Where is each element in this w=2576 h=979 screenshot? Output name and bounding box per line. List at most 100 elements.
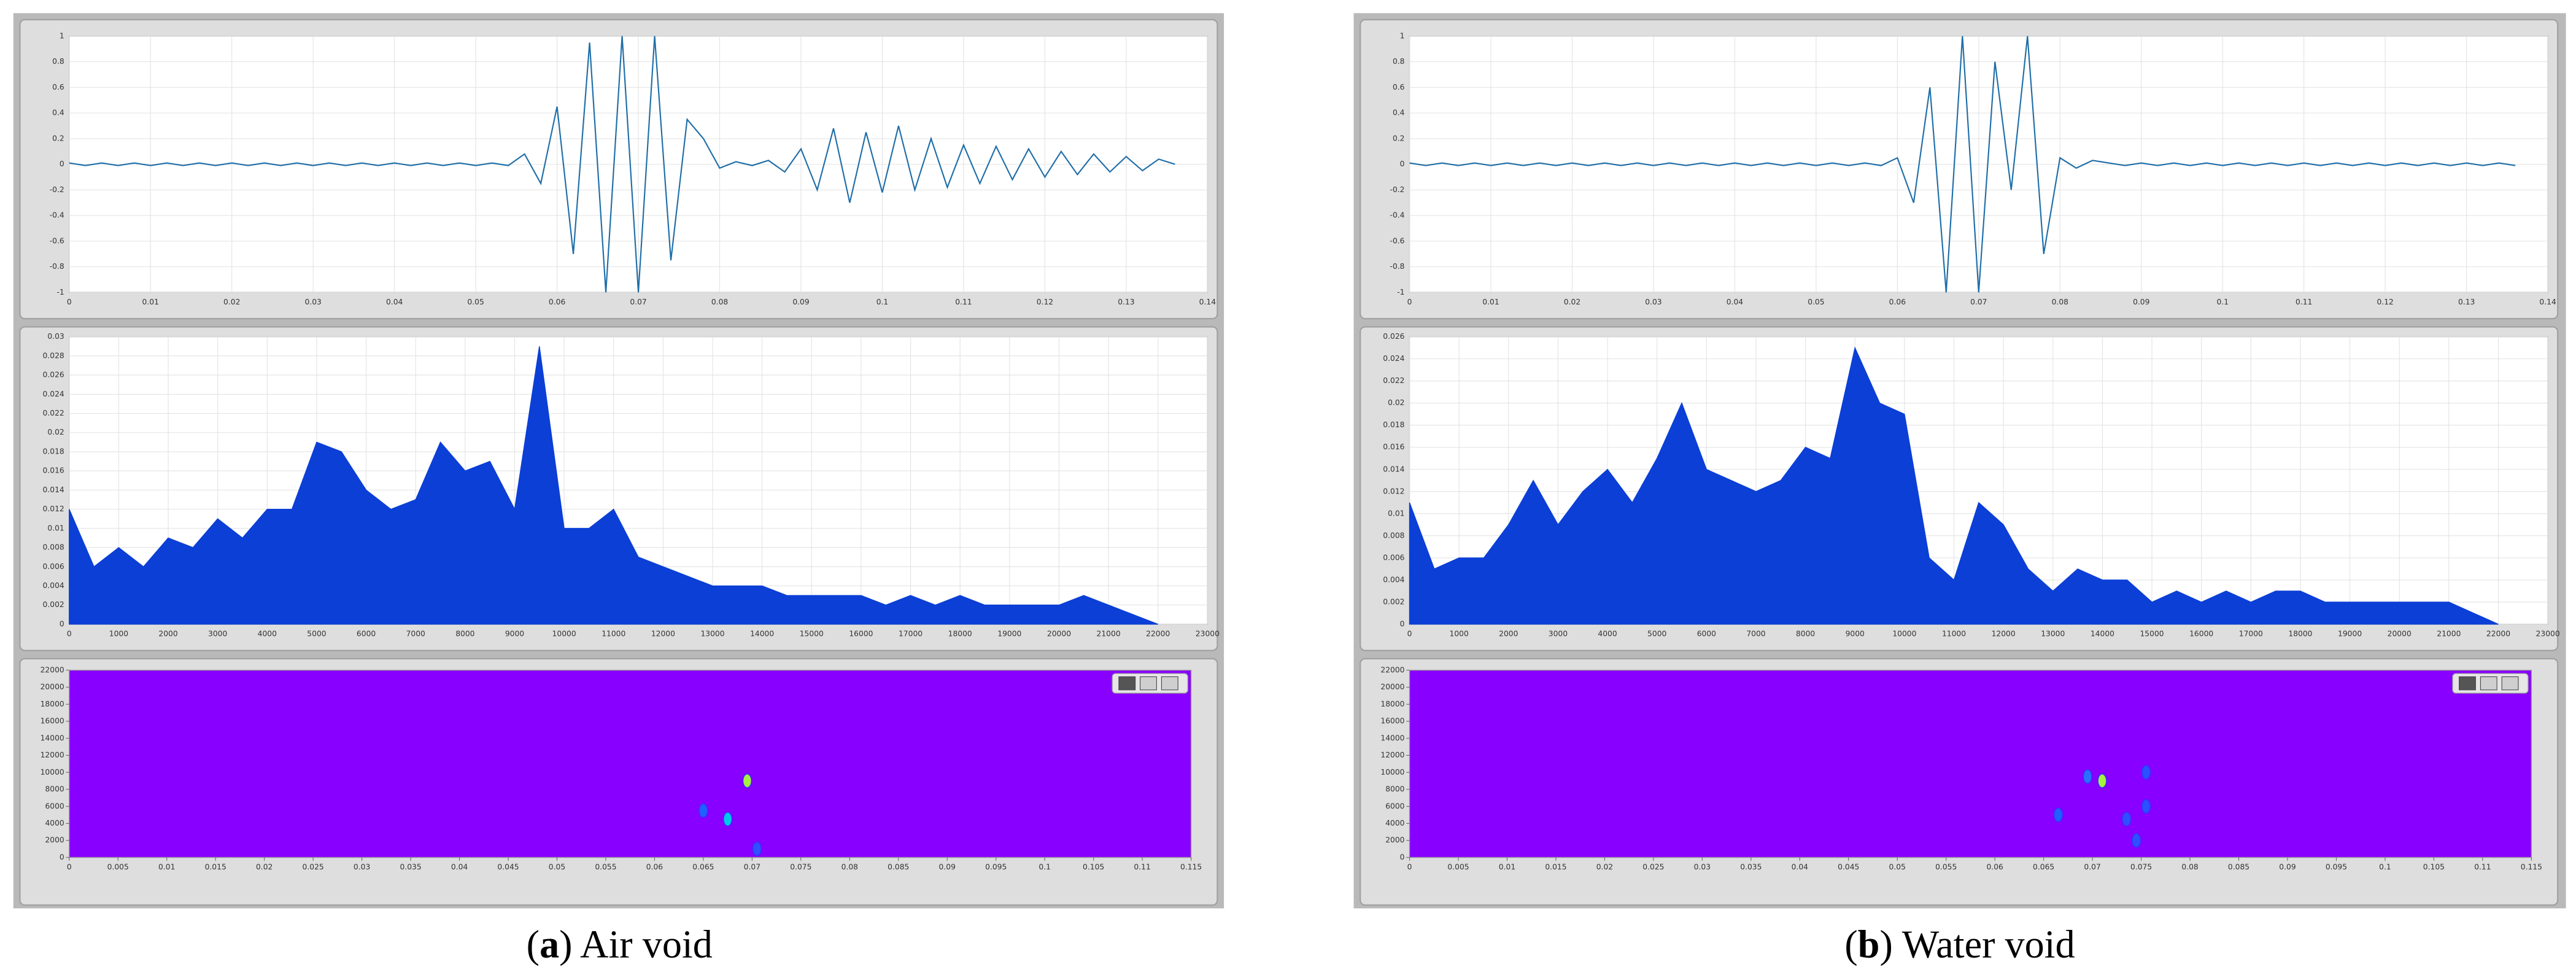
spectrum [1409, 346, 2499, 625]
x-tick-label: 0.1 [1039, 863, 1051, 872]
hotspot [2141, 799, 2151, 814]
x-tick-label: 0.07 [2084, 863, 2100, 872]
y-tick-label: 0.02 [47, 428, 64, 436]
x-tick-label: 6000 [357, 630, 376, 638]
y-tick-label: 0.014 [1383, 465, 1404, 473]
y-tick-label: 14000 [1380, 733, 1404, 742]
caption: (a) Air void [527, 923, 713, 966]
y-tick-label: 0.012 [43, 505, 64, 513]
x-tick-label: 0.095 [2326, 863, 2347, 872]
y-tick-label: -0.8 [50, 262, 64, 271]
panels: -1 -0.8 -0.6 -0.4 -0.2 0 0.2 0.4 0.6 0.8 1 0 0.01 0.0… [19, 19, 2560, 906]
x-tick-label: 0.12 [1037, 298, 1053, 306]
x-tick-label: 20000 [1047, 630, 1071, 638]
y-tick-label: 0.022 [43, 409, 64, 417]
x-tick-label: 1000 [109, 630, 128, 638]
caption-letter: a [540, 923, 559, 966]
x-tick-label: 12000 [1992, 630, 2016, 638]
y-tick-label: -0.4 [50, 211, 64, 220]
x-tick-label: 0.06 [646, 863, 663, 872]
x-tick-label: 11000 [1942, 630, 1966, 638]
x-tick-label: 15000 [800, 630, 824, 638]
x-tick-label: 17000 [2239, 630, 2263, 638]
x-tick-label: 0.105 [1083, 863, 1104, 872]
x-tick-label: 1000 [1450, 630, 1469, 638]
x-tick-label: 9000 [1846, 630, 1865, 638]
y-tick-label: 4000 [45, 819, 64, 827]
x-tick-label: 17000 [899, 630, 922, 638]
y-tick-label: 22000 [1380, 665, 1404, 674]
x-tick-label: 0.09 [2279, 863, 2296, 872]
x-tick-label: 4000 [1598, 630, 1617, 638]
waveform [69, 36, 1175, 293]
x-tick-label: 0.03 [304, 298, 321, 306]
y-tick-label: -1 [1397, 288, 1404, 296]
y-tick-label: -0.8 [1390, 262, 1405, 271]
y-tick-label: 0.018 [43, 447, 64, 455]
x-tick-label: 0.025 [1642, 863, 1664, 872]
x-tick-label: 0.04 [451, 863, 468, 872]
x-tick-label: 0.11 [955, 298, 972, 306]
hotspot [722, 811, 733, 827]
caption-letter: b [1858, 923, 1880, 966]
y-tick-label: 0.02 [1388, 398, 1404, 407]
x-tick-label: 6000 [1697, 630, 1716, 638]
x-tick-label: 0.05 [1808, 298, 1824, 306]
x-tick-label: 0.14 [1199, 298, 1216, 306]
x-tick-label: 0.03 [1645, 298, 1661, 306]
y-tick-label: 0 [60, 619, 64, 628]
y-tick-label: 0.008 [1383, 531, 1404, 540]
x-tick-label: 0.015 [1545, 863, 1566, 872]
toolbar-icon [1118, 676, 1136, 691]
y-tick-label: 0.018 [1383, 420, 1404, 429]
hotspot [2141, 765, 2151, 780]
y-tick-label: 0.2 [1393, 134, 1405, 142]
x-tick-label: 0.08 [2052, 298, 2068, 306]
toolbar-icon [1161, 676, 1178, 691]
y-tick-label: 0 [60, 160, 64, 168]
hotspot [2083, 769, 2092, 784]
y-tick-label: 0.8 [52, 57, 64, 66]
y-tick-label: 0.4 [1393, 109, 1405, 117]
plot-area [1409, 670, 2532, 858]
x-tick-label: 21000 [2437, 630, 2461, 638]
x-tick-label: 0.01 [1482, 298, 1499, 306]
x-tick-label: 0.13 [1118, 298, 1134, 306]
y-tick-label: 0.026 [43, 371, 64, 379]
x-tick-label: 0.095 [985, 863, 1007, 872]
x-tick-label: 4000 [258, 630, 277, 638]
hotspot [752, 842, 762, 857]
hotspot [2053, 807, 2064, 822]
x-tick-label: 0.09 [939, 863, 956, 872]
x-tick-label: 0.115 [2521, 863, 2542, 872]
x-tick-label: 20000 [2388, 630, 2412, 638]
x-tick-label: 11000 [601, 630, 625, 638]
x-tick-label: 19000 [997, 630, 1021, 638]
y-tick-label: -0.2 [50, 185, 64, 194]
x-tick-label: 2000 [158, 630, 177, 638]
y-tick-label: 0.2 [52, 134, 64, 142]
y-tick-label: 6000 [45, 802, 64, 810]
x-tick-label: 0.07 [1970, 298, 1987, 306]
y-tick-label: 0.022 [1383, 376, 1404, 385]
y-tick-label: 0.012 [1383, 487, 1404, 495]
x-tick-label: 0.04 [1792, 863, 1809, 872]
y-tick-label: -0.6 [50, 236, 64, 245]
x-tick-label: 0 [67, 630, 72, 638]
y-tick-label: 22000 [41, 665, 64, 674]
x-tick-label: 0.01 [1499, 863, 1515, 872]
y-tick-label: 0.028 [43, 351, 64, 360]
x-tick-label: 14000 [2091, 630, 2114, 638]
x-tick-label: 0.075 [2130, 863, 2152, 872]
x-tick-label: 8000 [1796, 630, 1815, 638]
x-tick-label: 22000 [1146, 630, 1170, 638]
x-tick-label: 0 [1407, 630, 1412, 638]
x-tick-label: 0.14 [2539, 298, 2556, 306]
y-tick-label: 0 [1400, 619, 1405, 628]
x-tick-label: 0.035 [1740, 863, 1762, 872]
y-tick-label: 20000 [41, 683, 64, 691]
y-tick-label: 0.6 [52, 83, 64, 91]
x-tick-label: 18000 [948, 630, 972, 638]
